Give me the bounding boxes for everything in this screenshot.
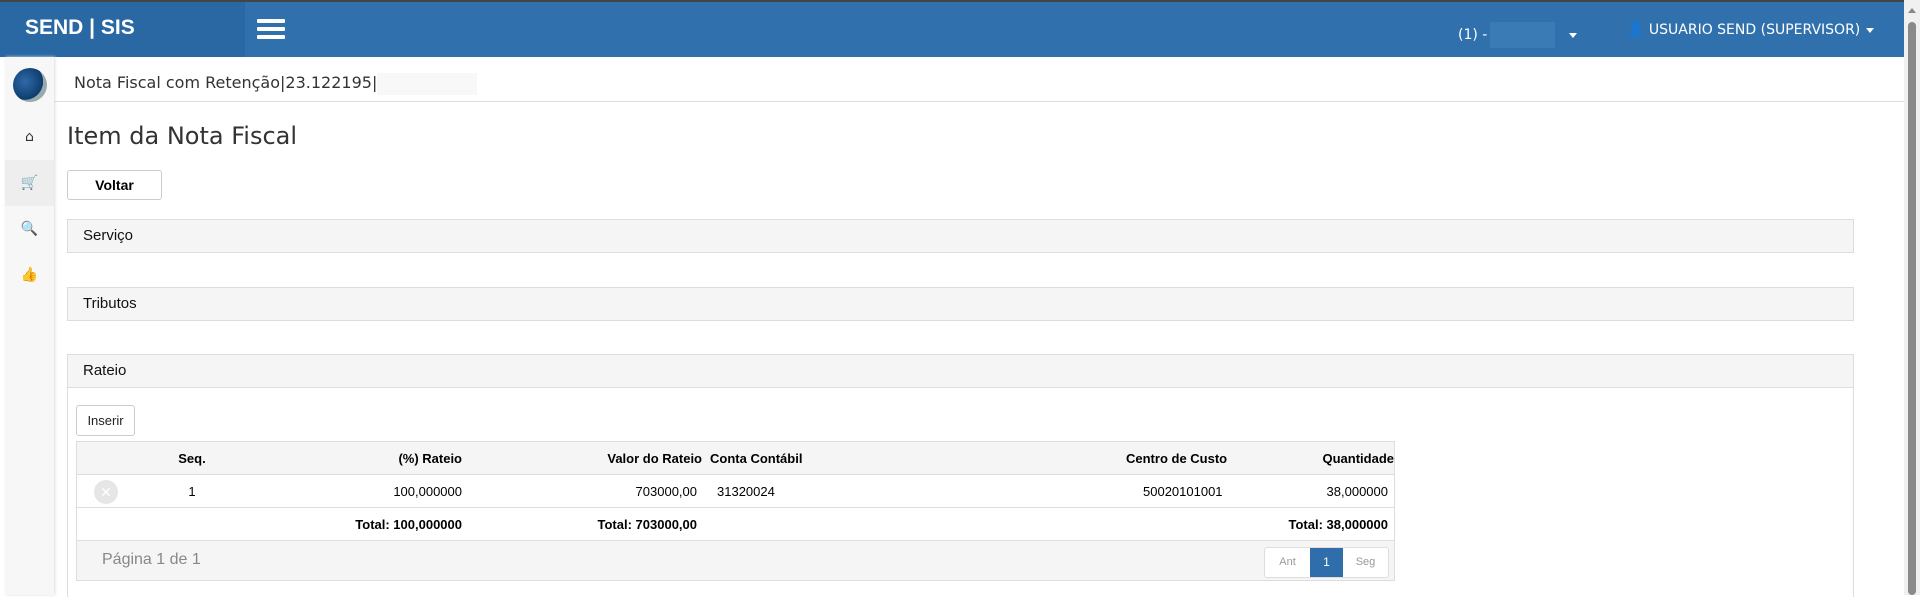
scroll-up-icon[interactable]: [1908, 8, 1916, 13]
home-icon: ⌂: [25, 129, 34, 145]
search-icon: 🔍: [20, 221, 39, 237]
sidebar: ⌂ 🛒 🔍 👍: [5, 57, 54, 595]
col-conta: Conta Contábil: [710, 451, 803, 466]
total-rateio: Total: 100,000000: [355, 517, 462, 532]
cell-conta: 31320024: [717, 484, 775, 499]
app-logo: [12, 68, 47, 102]
col-seq: Seq.: [178, 451, 206, 466]
environment-dropdown[interactable]: (1) -: [1458, 22, 1578, 48]
col-rateio: (%) Rateio: [398, 451, 462, 466]
col-valor: Valor do Rateio: [607, 451, 702, 466]
page-title: Item da Nota Fiscal: [67, 122, 298, 150]
breadcrumb: Nota Fiscal com Retenção|23.122195|: [54, 57, 1904, 102]
thumbs-up-icon: 👍: [20, 267, 39, 283]
table-footer: Página 1 de 1 Ant 1 Seg: [77, 541, 1394, 580]
table-header: Seq. (%) Rateio Valor do Rateio Conta Co…: [77, 442, 1394, 475]
total-valor: Total: 703000,00: [597, 517, 697, 532]
caret-down-icon: [1866, 27, 1875, 33]
scrollbar-thumb[interactable]: [1908, 22, 1916, 595]
delete-row-icon[interactable]: ✕: [94, 480, 118, 504]
next-page-button[interactable]: Seg: [1343, 548, 1388, 577]
environment-label: (1) -: [1458, 27, 1488, 43]
sidebar-item-home[interactable]: ⌂: [5, 114, 54, 160]
breadcrumb-text: Nota Fiscal com Retenção|23.122195|: [74, 73, 378, 92]
page-info: Página 1 de 1: [102, 551, 201, 568]
cell-rateio: 100,000000: [393, 484, 462, 499]
redacted-value: [1490, 22, 1556, 48]
total-quantidade: Total: 38,000000: [1288, 517, 1388, 532]
totals-row: Total: 100,000000 Total: 703000,00 Total…: [77, 508, 1394, 541]
page-1-button[interactable]: 1: [1310, 548, 1343, 577]
col-centro: Centro de Custo: [1126, 451, 1228, 466]
top-navbar: SEND | SIS (1) - 👤 USUARIO SEND (SUPERVI…: [0, 0, 1904, 57]
vertical-scrollbar[interactable]: [1904, 0, 1920, 595]
sidebar-item-search[interactable]: 🔍: [5, 206, 54, 252]
cell-quantidade: 38,000000: [1326, 484, 1388, 499]
rateio-panel-body: [67, 387, 1854, 597]
table-row: ✕ 1 100,000000 703000,00 31320024 500201…: [77, 475, 1394, 508]
redacted-value: [377, 72, 478, 95]
panel-rateio[interactable]: Rateio: [67, 354, 1854, 388]
pagination: Ant 1 Seg: [1264, 547, 1389, 578]
sidebar-item-cart[interactable]: 🛒: [5, 160, 54, 206]
cell-seq: 1: [188, 484, 196, 499]
cell-valor: 703000,00: [635, 484, 697, 499]
back-button[interactable]: Voltar: [67, 170, 162, 200]
shopping-cart-icon: 🛒: [20, 175, 39, 191]
sidebar-item-approval[interactable]: 👍: [5, 252, 54, 298]
user-name: USUARIO SEND (SUPERVISOR): [1648, 22, 1861, 38]
brand-logo[interactable]: SEND | SIS: [0, 2, 245, 57]
col-quantidade: Quantidade: [1322, 451, 1394, 466]
rateio-table: Seq. (%) Rateio Valor do Rateio Conta Co…: [76, 441, 1395, 581]
caret-down-icon: [1569, 32, 1578, 38]
panel-tributos[interactable]: Tributos: [67, 287, 1854, 321]
menu-toggle-icon[interactable]: [257, 19, 285, 39]
panel-servico[interactable]: Serviço: [67, 219, 1854, 253]
insert-button[interactable]: Inserir: [76, 405, 135, 436]
user-dropdown[interactable]: 👤 USUARIO SEND (SUPERVISOR): [1627, 22, 1875, 38]
prev-page-button[interactable]: Ant: [1265, 548, 1310, 577]
cell-centro: 50020101001: [1143, 484, 1223, 499]
user-icon: 👤: [1627, 22, 1645, 38]
